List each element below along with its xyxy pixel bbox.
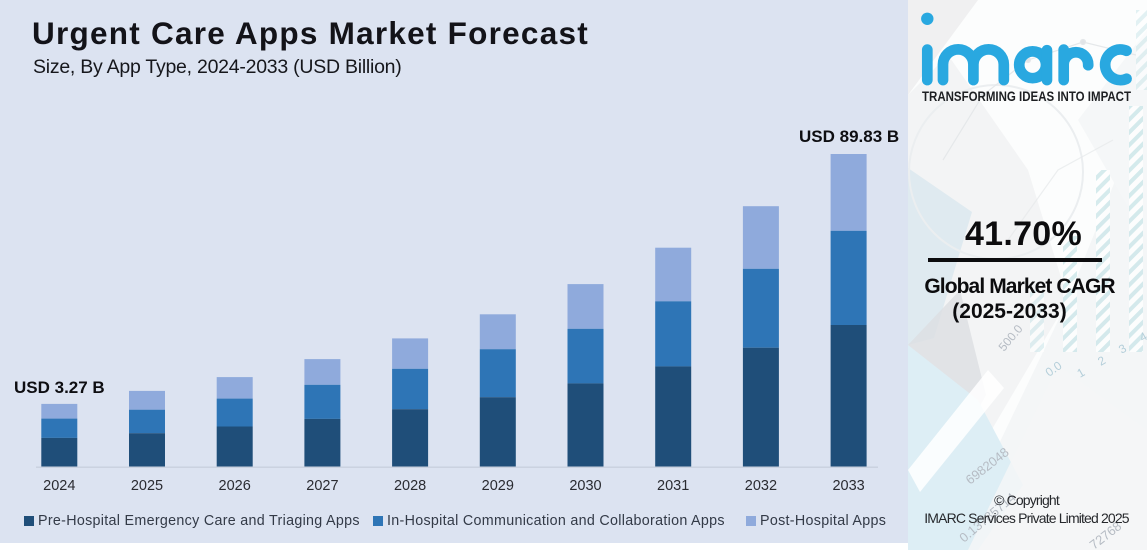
- svg-text:TRANSFORMING IDEAS INTO IMPACT: TRANSFORMING IDEAS INTO IMPACT: [922, 89, 1132, 104]
